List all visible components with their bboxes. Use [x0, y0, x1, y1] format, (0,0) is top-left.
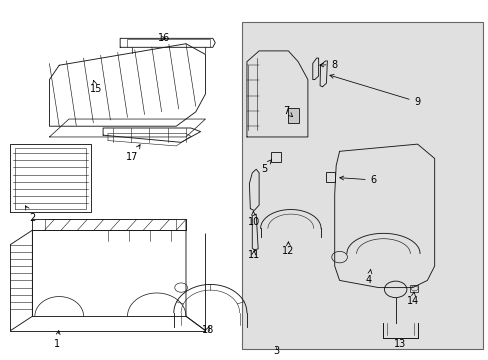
Text: 16: 16 — [158, 33, 170, 43]
Text: 2: 2 — [25, 206, 36, 222]
Bar — [242, 22, 483, 348]
Text: 14: 14 — [406, 292, 418, 306]
Text: 7: 7 — [282, 106, 292, 117]
Bar — [409, 285, 417, 292]
Text: 1: 1 — [54, 330, 60, 349]
Bar — [326, 172, 334, 182]
Text: 3: 3 — [273, 346, 279, 356]
Text: 13: 13 — [394, 339, 406, 349]
Bar — [288, 108, 299, 123]
Text: 4: 4 — [365, 269, 371, 285]
Text: 9: 9 — [329, 75, 420, 107]
Text: 6: 6 — [339, 175, 376, 185]
Text: 8: 8 — [319, 59, 337, 69]
Bar — [271, 152, 281, 162]
Text: 18: 18 — [202, 325, 214, 334]
Text: 17: 17 — [126, 145, 140, 162]
Text: 11: 11 — [247, 249, 259, 260]
Text: 5: 5 — [260, 159, 271, 174]
Text: 12: 12 — [282, 242, 294, 256]
Text: 10: 10 — [247, 211, 259, 227]
Text: 15: 15 — [89, 80, 102, 94]
